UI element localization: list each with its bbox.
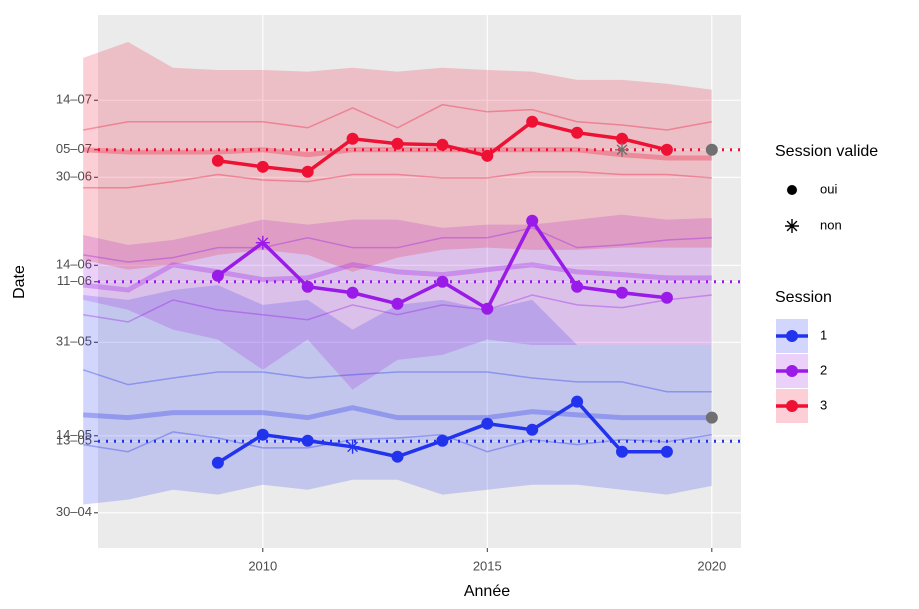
y-tick-label: 30–06 — [56, 169, 92, 184]
point — [391, 137, 404, 150]
point — [616, 445, 629, 458]
median-line — [83, 405, 712, 421]
quantile-line — [83, 431, 712, 453]
point — [211, 154, 224, 167]
legend-key-point — [786, 330, 798, 342]
y-tick-label: 11–06 — [57, 273, 92, 288]
band — [83, 41, 712, 272]
y-tick-label: 13–05 — [56, 433, 92, 448]
point — [256, 160, 269, 173]
y-tick-label: 14–07 — [56, 92, 92, 107]
point — [255, 235, 270, 250]
legend-title: Session — [775, 289, 832, 306]
legend-label: oui — [820, 181, 837, 196]
quantile-line — [83, 294, 712, 323]
point — [211, 456, 224, 469]
point — [616, 132, 629, 145]
x-tick-label: 2015 — [473, 558, 502, 573]
point — [526, 115, 539, 128]
legend-symbol — [785, 219, 799, 233]
legend-symbol — [787, 185, 797, 195]
y-tick-label: 14–06 — [56, 257, 92, 272]
quantile-line — [83, 171, 712, 189]
point — [481, 302, 494, 315]
x-tick-label: 2010 — [248, 558, 277, 573]
point — [301, 280, 314, 293]
y-tick-label: 31–05 — [56, 334, 92, 349]
point — [615, 142, 630, 157]
point — [526, 214, 539, 227]
point — [436, 138, 449, 151]
point — [481, 417, 494, 430]
point — [660, 143, 673, 156]
point — [345, 439, 360, 454]
point — [616, 286, 629, 299]
point — [256, 428, 269, 441]
y-tick-label: 05–07 — [56, 141, 92, 156]
point — [301, 434, 314, 447]
point — [391, 297, 404, 310]
point — [705, 411, 718, 424]
point — [571, 126, 584, 139]
legend-label: 1 — [820, 327, 827, 342]
point — [705, 143, 718, 156]
point — [481, 149, 494, 162]
point — [660, 291, 673, 304]
legend-key-point — [786, 400, 798, 412]
y-axis-label: Date — [11, 265, 28, 299]
legend-key-point — [786, 365, 798, 377]
legend-title: Session valide — [775, 143, 878, 160]
quantile-line — [83, 227, 712, 263]
legend-label: non — [820, 217, 842, 232]
point — [346, 132, 359, 145]
point — [571, 395, 584, 408]
median-line — [82, 262, 712, 293]
point — [346, 286, 359, 299]
point — [436, 434, 449, 447]
median-line — [83, 147, 712, 161]
point — [301, 165, 314, 178]
legend-label: 3 — [820, 397, 827, 412]
legend-label: 2 — [820, 362, 827, 377]
x-axis-label: Année — [464, 583, 510, 600]
point — [391, 450, 404, 463]
point — [526, 423, 539, 436]
y-tick-label: 14–05 — [56, 427, 92, 442]
point — [571, 280, 584, 293]
point — [660, 445, 673, 458]
point — [211, 269, 224, 282]
quantile-line — [83, 103, 712, 131]
point — [436, 275, 449, 288]
quantile-line — [82, 369, 712, 393]
x-tick-label: 2020 — [697, 558, 726, 573]
y-tick-label: 30–04 — [56, 504, 92, 519]
